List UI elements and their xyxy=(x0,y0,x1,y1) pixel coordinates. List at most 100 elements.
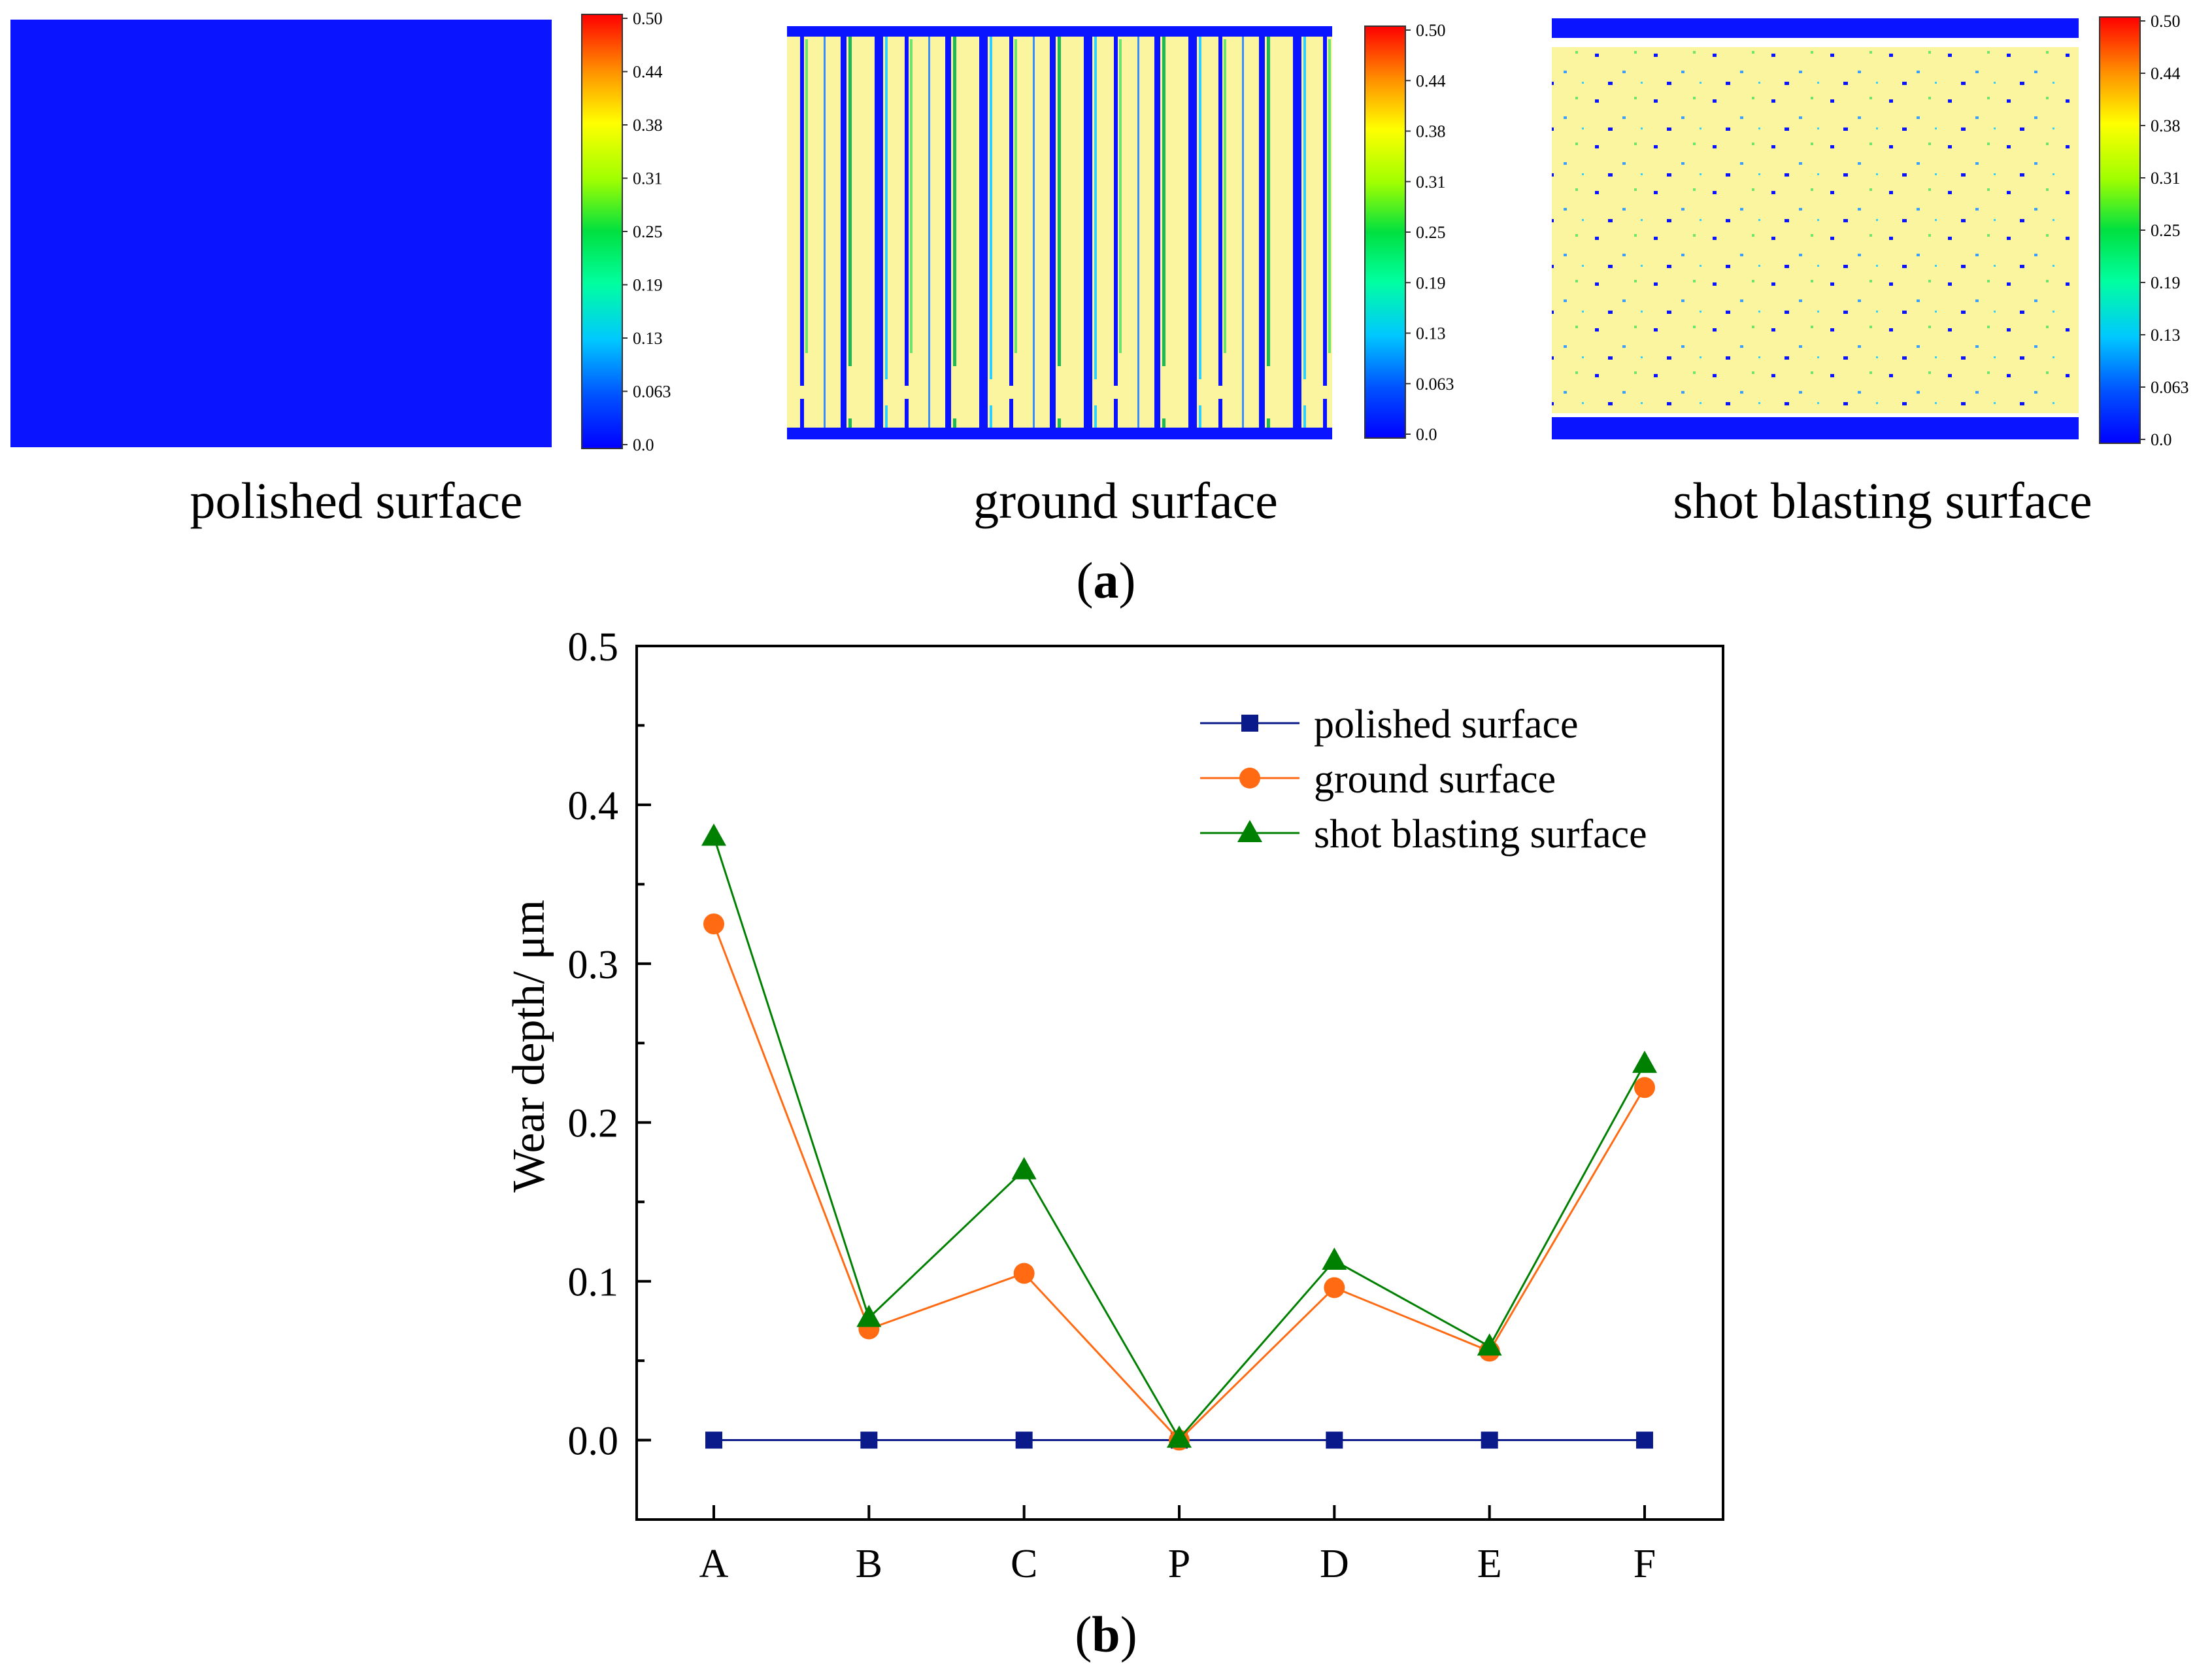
ground-map-image xyxy=(787,37,1332,428)
colorbar-1-tick-label: 0.19 xyxy=(633,276,663,295)
y-axis: 0.0 0.1 0.2 0.3 0.4 0.5 xyxy=(568,625,651,1464)
series-group xyxy=(701,823,1657,1451)
colorbar-3-tick-label: 0.19 xyxy=(2151,273,2181,292)
y-tick-label: 0.1 xyxy=(568,1261,619,1305)
series-ground-surface xyxy=(703,913,1655,1451)
x-tick-label: E xyxy=(1477,1542,1502,1586)
colorbar-1-tick-label: 0.063 xyxy=(633,382,671,401)
plot-frame xyxy=(635,645,1724,1521)
colorbar-2-tick-label: 0.13 xyxy=(1416,324,1446,343)
legend-label: shot blasting surface xyxy=(1314,812,1647,857)
y-tick-label: 0.3 xyxy=(568,943,619,987)
colorbar-2-tick-label: 0.44 xyxy=(1416,71,1446,90)
data-point-ground-surface xyxy=(1013,1263,1035,1284)
x-tick-label: D xyxy=(1320,1542,1349,1586)
x-tick-label: B xyxy=(856,1542,882,1586)
series-line-ground-surface xyxy=(712,923,1646,1442)
ground-surface-map xyxy=(787,26,1332,439)
x-tick-label: F xyxy=(1634,1542,1656,1586)
colorbar-3-gradient xyxy=(2099,16,2141,444)
wear-depth-chart: 0.0 0.1 0.2 0.3 0.4 0.5 A B C P D E F Wear depth/ μ… xyxy=(504,625,1724,1586)
shot-map-bottom-band xyxy=(1552,417,2079,439)
data-point-ground-surface xyxy=(703,913,724,935)
data-point-shot-blasting-surface xyxy=(1477,1333,1502,1356)
colorbar-3-tick-label: 0.0 xyxy=(2151,430,2172,449)
colorbar-2-tick-label: 0.38 xyxy=(1416,122,1446,141)
data-point-polished-surface xyxy=(1636,1431,1653,1449)
legend-label: polished surface xyxy=(1314,702,1579,747)
y-tick-label: 0.0 xyxy=(568,1420,619,1464)
polished-surface-map xyxy=(10,20,552,447)
y-tick-label: 0.2 xyxy=(568,1102,619,1146)
panel-a: 0.50 0.44 0.38 0.31 0.25 0.19 0.13 0.063 0.0 pol… xyxy=(10,9,2189,609)
series-shot-blasting-surface xyxy=(701,823,1657,1448)
data-point-polished-surface xyxy=(1481,1431,1498,1449)
caption-polished: polished surface xyxy=(190,472,523,529)
panel-b-paren-close: ) xyxy=(1120,1606,1137,1663)
caption-ground: ground surface xyxy=(973,472,1278,529)
colorbar-1-tick-label: 0.31 xyxy=(633,169,663,188)
colorbar-3-tick-label: 0.50 xyxy=(2151,12,2181,31)
colorbar-2-tick-label: 0.50 xyxy=(1416,21,1446,40)
panel-a-label: (a) xyxy=(1077,552,1136,609)
data-point-shot-blasting-surface xyxy=(1167,1425,1192,1448)
panel-b-label: (b) xyxy=(1075,1606,1137,1663)
series-line-shot-blasting-surface xyxy=(712,836,1646,1440)
shot-map-image xyxy=(1552,47,2079,413)
shot-blasting-surface-map xyxy=(1552,18,2079,439)
data-point-polished-surface xyxy=(1326,1431,1343,1449)
y-axis-label: Wear depth/ μm xyxy=(504,900,554,1193)
colorbar-2-tick-label: 0.0 xyxy=(1416,425,1437,444)
colorbar-1: 0.50 0.44 0.38 0.31 0.25 0.19 0.13 0.063 0.0 xyxy=(581,9,671,454)
x-tick-label: C xyxy=(1011,1542,1037,1586)
data-point-ground-surface xyxy=(1634,1077,1655,1098)
colorbar-2-tick-label: 0.063 xyxy=(1416,375,1454,394)
colorbar-3-tick-label: 0.25 xyxy=(2151,221,2181,240)
colorbar-1-tick-label: 0.13 xyxy=(633,329,663,348)
data-point-shot-blasting-surface xyxy=(856,1304,882,1327)
data-point-shot-blasting-surface xyxy=(1011,1157,1037,1180)
ground-map-top-band xyxy=(787,26,1332,37)
legend-marker xyxy=(1237,820,1262,842)
legend-marker xyxy=(1241,715,1258,732)
legend-label: ground surface xyxy=(1314,757,1556,802)
colorbar-1-tick-label: 0.50 xyxy=(633,9,663,28)
colorbar-3: 0.50 0.44 0.38 0.31 0.25 0.19 0.13 0.063 0.0 xyxy=(2099,12,2189,449)
colorbar-2-tick-label: 0.25 xyxy=(1416,223,1446,242)
colorbar-2-tick-label: 0.31 xyxy=(1416,173,1446,192)
data-point-polished-surface xyxy=(860,1431,878,1449)
colorbar-1-tick-label: 0.44 xyxy=(633,63,663,82)
colorbar-3-tick-label: 0.063 xyxy=(2151,378,2189,397)
data-point-shot-blasting-surface xyxy=(701,823,726,846)
colorbar-1-tick-label: 0.38 xyxy=(633,116,663,135)
y-tick-label: 0.5 xyxy=(568,625,619,670)
colorbar-3-tick-label: 0.31 xyxy=(2151,169,2181,188)
panel-a-paren-close: ) xyxy=(1119,552,1136,609)
colorbar-3-tick-label: 0.13 xyxy=(2151,326,2181,345)
colorbar-2-gradient xyxy=(1364,26,1406,439)
colorbar-1-tick-label: 0.25 xyxy=(633,222,663,241)
colorbar-3-tick-label: 0.38 xyxy=(2151,116,2181,135)
legend-item-shot-blasting-surface: shot blasting surface xyxy=(1200,812,1647,857)
caption-shot-blasting: shot blasting surface xyxy=(1673,472,2092,529)
polished-map-image xyxy=(10,20,552,447)
legend-item-ground-surface: ground surface xyxy=(1200,757,1556,802)
x-tick-label: P xyxy=(1168,1542,1190,1586)
colorbar-2-tick-label: 0.19 xyxy=(1416,273,1446,292)
colorbar-3-tick-label: 0.44 xyxy=(2151,64,2181,83)
ground-map-bottom-band xyxy=(787,428,1332,439)
panel-a-letter: a xyxy=(1094,552,1119,609)
colorbar-1-gradient xyxy=(581,14,623,449)
data-point-ground-surface xyxy=(1324,1277,1345,1299)
panel-b-paren-open: ( xyxy=(1075,1606,1092,1663)
data-point-shot-blasting-surface xyxy=(1632,1050,1657,1073)
legend-item-polished-surface: polished surface xyxy=(1200,702,1579,747)
x-tick-label: A xyxy=(699,1542,729,1586)
data-point-shot-blasting-surface xyxy=(1322,1248,1347,1270)
legend-marker xyxy=(1239,768,1260,789)
shot-map-top-band xyxy=(1552,18,2079,38)
panel-b-letter: b xyxy=(1092,1606,1120,1663)
panel-a-paren-open: ( xyxy=(1077,552,1094,609)
